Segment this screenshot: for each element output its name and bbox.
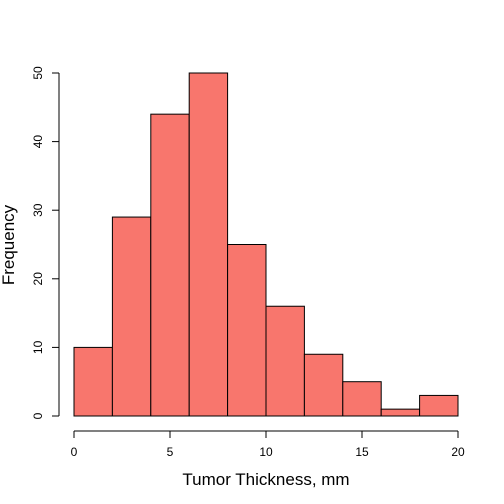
y-axis: 0 10 20 30 40 50 [31, 66, 60, 419]
x-tick-label: 0 [71, 445, 78, 459]
y-tick-label: 50 [31, 66, 45, 80]
y-tick-label: 40 [31, 135, 45, 149]
x-tick-label: 10 [259, 445, 273, 459]
histogram-bars [73, 72, 459, 417]
x-tick-label: 20 [451, 445, 465, 459]
histogram-bar-12-14 [303, 353, 344, 417]
x-tick-label: 15 [355, 445, 369, 459]
histogram-bar-8-10 [227, 244, 267, 417]
x-axis-title: Tumor Thickness, mm [182, 470, 349, 489]
histogram-bar-10-12 [265, 305, 305, 417]
y-axis-title: Frequency [0, 204, 18, 285]
y-tick-label: 20 [31, 272, 45, 286]
x-tick-label: 5 [167, 445, 174, 459]
histogram-bar-0-2 [73, 346, 113, 417]
histogram-bar-6-8 [188, 72, 229, 417]
histogram-bar-16-18 [380, 408, 421, 417]
histogram-bar-18-20 [419, 394, 459, 417]
y-tick-label: 0 [31, 412, 45, 419]
y-tick-label: 10 [31, 340, 45, 354]
y-tick-label: 30 [31, 203, 45, 217]
histogram-bar-4-6 [150, 113, 190, 417]
histogram-bar-2-4 [111, 216, 152, 417]
x-axis: 0 5 10 15 20 [71, 430, 465, 459]
histogram-bar-14-16 [342, 381, 382, 417]
